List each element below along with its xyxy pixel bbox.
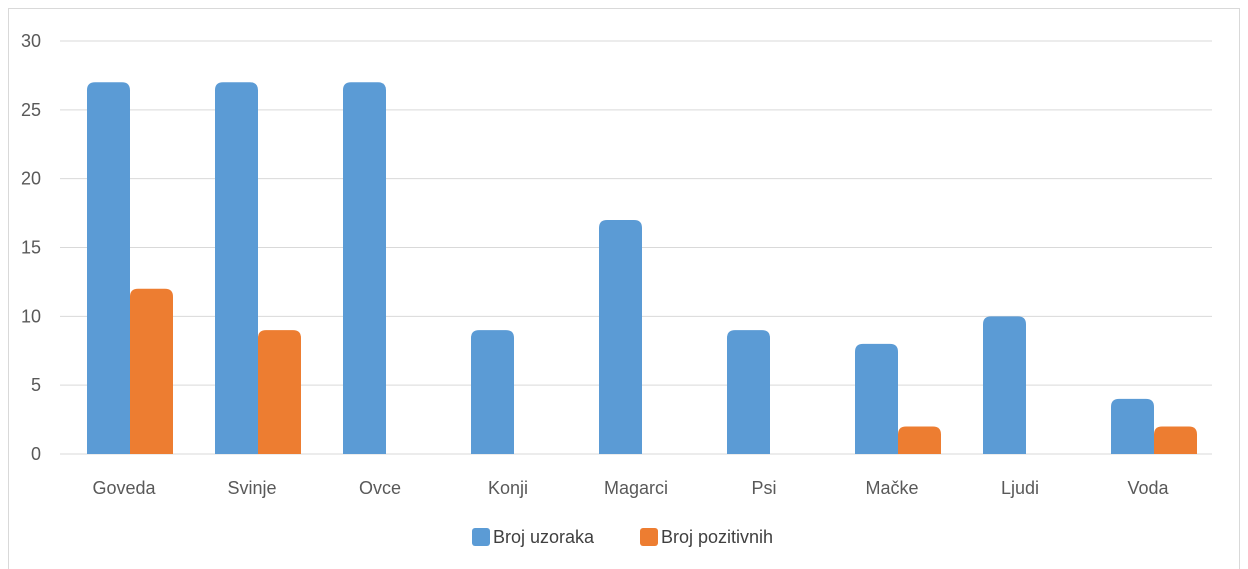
bar-broj-pozitivnih xyxy=(898,426,941,454)
x-tick-label: Ljudi xyxy=(1001,478,1039,498)
y-tick-label: 15 xyxy=(21,238,41,258)
x-tick-label: Magarci xyxy=(604,478,668,498)
bar-broj-uzoraka xyxy=(87,82,130,455)
bar-broj-uzoraka xyxy=(983,316,1026,454)
y-tick-label: 10 xyxy=(21,306,41,326)
legend-label: Broj uzoraka xyxy=(493,527,595,547)
x-tick-label: Konji xyxy=(488,478,528,498)
legend: Broj uzoraka Broj pozitivnih xyxy=(472,527,773,547)
y-tick-label: 0 xyxy=(31,444,41,464)
bar-broj-pozitivnih xyxy=(258,330,301,454)
legend-swatch xyxy=(640,528,658,546)
y-tick-label: 20 xyxy=(21,169,41,189)
x-tick-label: Ovce xyxy=(359,478,401,498)
bar-broj-pozitivnih xyxy=(1154,426,1197,454)
bars xyxy=(87,82,1197,455)
bar-broj-uzoraka xyxy=(471,330,514,454)
bar-broj-uzoraka xyxy=(343,82,386,455)
bar-broj-uzoraka xyxy=(215,82,258,455)
y-axis-ticks: 0 5 10 15 20 25 30 xyxy=(21,31,41,464)
y-tick-label: 5 xyxy=(31,375,41,395)
x-tick-label: Mačke xyxy=(865,478,918,498)
y-tick-label: 30 xyxy=(21,31,41,51)
x-tick-label: Psi xyxy=(751,478,776,498)
x-tick-label: Svinje xyxy=(227,478,276,498)
bar-broj-uzoraka xyxy=(727,330,770,454)
x-axis-ticks: Goveda Svinje Ovce Konji Magarci Psi Mačke Ljud… xyxy=(92,478,1169,498)
bar-broj-uzoraka xyxy=(599,219,642,454)
bar-broj-uzoraka xyxy=(1111,398,1154,454)
x-tick-label: Voda xyxy=(1127,478,1169,498)
legend-label: Broj pozitivnih xyxy=(661,527,773,547)
bar-broj-pozitivnih xyxy=(130,288,173,454)
legend-swatch xyxy=(472,528,490,546)
x-tick-label: Goveda xyxy=(92,478,156,498)
y-tick-label: 25 xyxy=(21,100,41,120)
bar-broj-uzoraka xyxy=(855,343,898,454)
